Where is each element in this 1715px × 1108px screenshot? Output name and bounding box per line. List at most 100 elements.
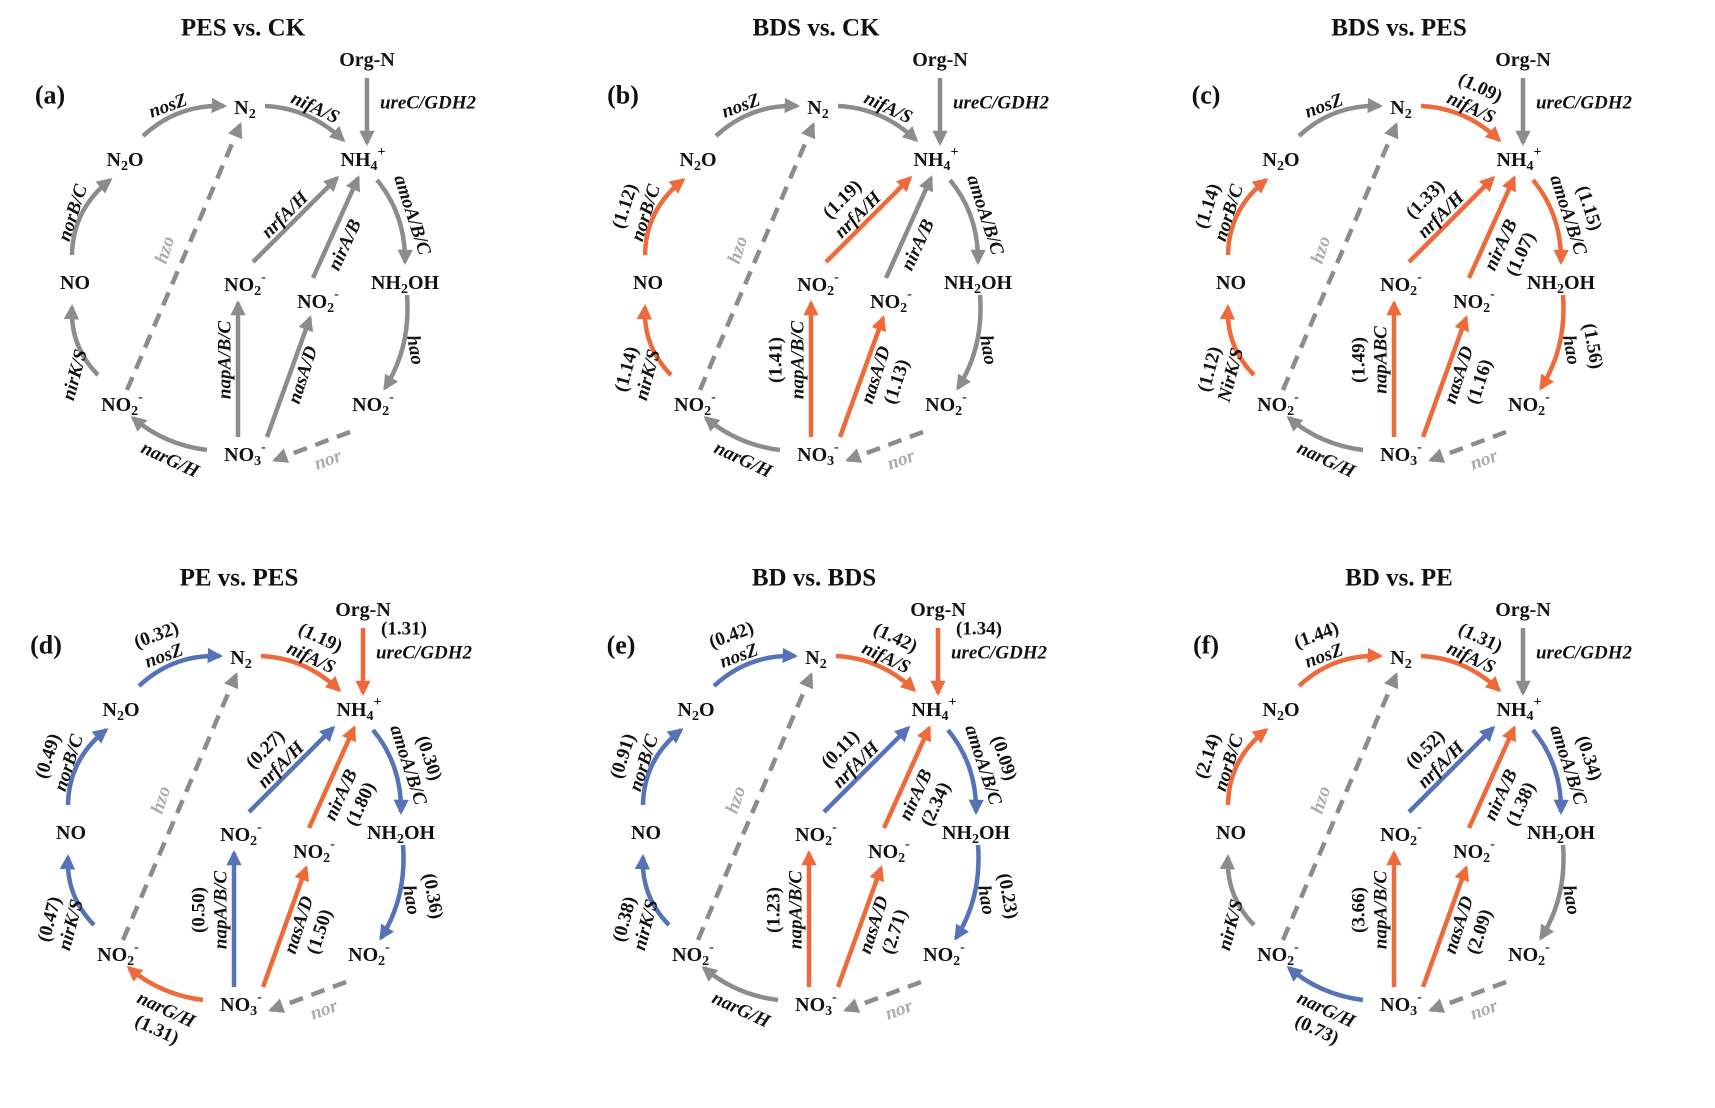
node-text-part: 4 (371, 159, 378, 174)
fold-change-napA: (3.66) (1349, 887, 1370, 933)
node-text-part: OH (1564, 822, 1596, 844)
node-text-part: NH (914, 149, 944, 171)
node-NO3: NO3- (1380, 440, 1422, 469)
node-text-part: OH (1564, 272, 1596, 294)
arrow-nor-unchanged (272, 429, 351, 463)
node-text-part: 2 (694, 159, 701, 174)
node-text-part: + (1534, 145, 1542, 160)
node-N2O: N2O (1262, 149, 1299, 174)
arrow-nor-unchanged (843, 979, 922, 1013)
gene-label-group-hao: hao (1558, 884, 1584, 917)
node-NO: NO (631, 822, 661, 844)
node-text-part: NH (942, 822, 972, 844)
node-text-part: - (389, 390, 394, 405)
gene-label-group-nirK: nirK/S(1.14) (611, 344, 665, 402)
gene-label-narG: narG/H (138, 438, 203, 483)
arrow-nosZ-unchanged (141, 97, 228, 138)
arrow-nifA-increase (835, 653, 917, 693)
node-text-part: + (374, 695, 382, 710)
arrow-nirA-unchanged (310, 175, 361, 279)
arrow-nasA-increase (835, 865, 885, 988)
node-NO2_a: NO2- (101, 390, 143, 419)
gene-label-napA: napA/B/C (788, 321, 809, 399)
gene-label-napA: napA/B/C (215, 321, 236, 399)
gene-label-nor: nor (308, 995, 342, 1024)
node-text-part: 2 (898, 851, 905, 866)
arrow-hao-decrease (954, 844, 981, 941)
node-text-part: 2 (827, 284, 834, 299)
gene-label-group-nifA: nifA/S(1.19) (284, 619, 346, 678)
node-text-part: NO (348, 944, 378, 966)
node-text-part: 2 (955, 404, 962, 419)
node-text-part: - (1490, 837, 1495, 852)
arrow-nasA-increase (260, 865, 310, 988)
panel-title: BDS vs. PES (1331, 15, 1466, 42)
arrow-narG-unchanged (130, 416, 208, 453)
node-N2O: N2O (679, 149, 716, 174)
node-text-part: NH (367, 822, 397, 844)
node-text-part: NO (1380, 994, 1410, 1016)
arrow-hzo-unchanged (120, 672, 239, 941)
arrow-amoA-decrease (1531, 728, 1569, 816)
node-text-part: 2 (974, 282, 981, 297)
node-text-part: OH (981, 272, 1013, 294)
node-text-part: - (834, 270, 839, 285)
node-text-part: 2 (382, 404, 389, 419)
node-text-part: Org-N (910, 599, 966, 621)
gene-label-group-ureC: ureC/GDH2 (1536, 93, 1633, 114)
gene-label-group-hzo: hzo (147, 784, 175, 817)
node-text-part: NO (1508, 394, 1538, 416)
gene-label-group-amoA: amoA/B/C(0.09) (960, 723, 1021, 808)
arrow-nrfA-unchanged (251, 175, 340, 264)
node-text-part: 2 (397, 832, 404, 847)
node-NH2OH: NH2OH (367, 822, 436, 847)
arrow-hao-unchanged (956, 294, 983, 391)
node-N2: N2 (807, 97, 828, 122)
node-text-part: NO (797, 444, 827, 466)
gene-label-hao: hao (973, 884, 999, 917)
arrow-norB-increase (1225, 178, 1269, 256)
node-text-part: OH (979, 822, 1011, 844)
node-orgN: Org-N (339, 49, 395, 71)
node-text-part: + (378, 145, 386, 160)
arrow-narG-unchanged (1286, 416, 1364, 453)
node-text-part: 2 (323, 851, 330, 866)
arrow-narG-unchanged (703, 416, 781, 453)
arrow-nirK-increase (1219, 303, 1256, 377)
node-text-part: - (261, 440, 266, 455)
arrow-hzo-unchanged (124, 122, 243, 391)
arrow-nirK-decrease (634, 853, 671, 927)
gene-label-ureC: ureC/GDH2 (376, 643, 473, 664)
arrow-narG-decrease (1286, 966, 1364, 1003)
arrow-nrfA-decrease (1407, 725, 1496, 814)
node-NO3: NO3- (224, 440, 266, 469)
panel-c: BDS vs. PES(c) nosZ nifA/S(1.09) ureC/GDH2n… (1191, 15, 1633, 483)
node-text-part: N (230, 647, 245, 669)
node-text-part: N (234, 97, 249, 119)
node-text-part: N (1262, 699, 1277, 721)
node-NO2_b: NO2- (1380, 820, 1422, 849)
gene-label-group-norB: norB/C(1.12) (608, 181, 665, 244)
node-orgN: Org-N (912, 49, 968, 71)
arrow-norB-increase (642, 178, 686, 256)
gene-label-group-napA: napA/B/C(0.50) (189, 871, 232, 949)
node-NH2OH: NH2OH (942, 822, 1011, 847)
node-NO2_d: NO2- (1508, 390, 1550, 419)
arrow-nirA-increase (881, 725, 932, 829)
arrow-nirA-increase (306, 725, 357, 829)
arrow-hao-unchanged (383, 294, 410, 391)
node-text-part: NO (1216, 272, 1246, 294)
node-text-part: - (711, 390, 716, 405)
node-NO2_c: NO2- (1453, 837, 1495, 866)
node-text-part: 2 (327, 301, 334, 316)
node-text-part: 2 (378, 954, 385, 969)
gene-label-group-norB: norB/C(2.14) (1191, 731, 1248, 794)
node-text-part: 2 (1405, 657, 1412, 672)
node-N2: N2 (1390, 647, 1411, 672)
node-NH2OH: NH2OH (371, 272, 440, 297)
node-text-part: 2 (401, 282, 408, 297)
node-N2O: N2O (1262, 699, 1299, 724)
node-text-part: NH (912, 699, 942, 721)
panel-f: BD vs. PE (f) nosZ(1.44) nifA/S(1.31) ureC/G… (1191, 565, 1633, 1050)
gene-label-hao: hao (1558, 334, 1584, 367)
